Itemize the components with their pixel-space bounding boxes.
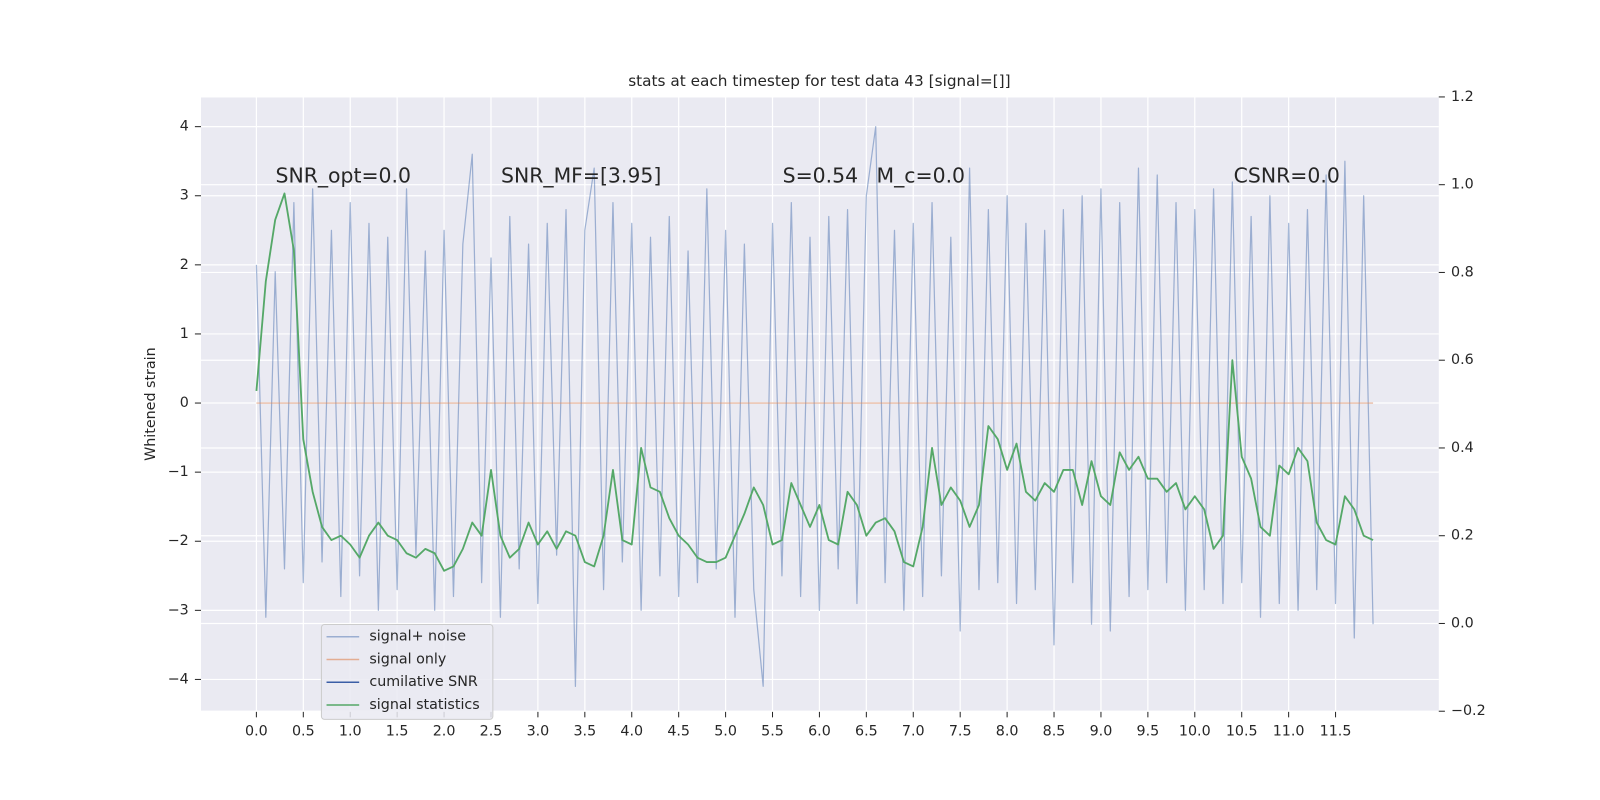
annotation: S=0.54 (783, 164, 858, 188)
legend-label: signal only (369, 651, 446, 667)
y-axis-label: Whitened strain (143, 347, 159, 461)
x-tick-label: 9.0 (1090, 724, 1113, 740)
x-tick-label: 7.5 (949, 724, 972, 740)
x-tick-label: 5.0 (714, 724, 737, 740)
x-tick-label: 7.0 (902, 724, 925, 740)
y-tick-label: 3 (180, 188, 189, 204)
y2-tick-label: −0.2 (1451, 703, 1486, 719)
legend-box (320, 623, 494, 720)
legend-label: cumilative SNR (369, 674, 477, 690)
y2-tick-label: 1.2 (1451, 89, 1474, 105)
legend-label: signal+ noise (369, 629, 466, 645)
chart-title: stats at each timestep for test data 43 … (628, 72, 1010, 90)
y-tick-label: −4 (168, 671, 189, 687)
y2-tick-label: 1.0 (1451, 177, 1474, 193)
series-line (255, 126, 1374, 687)
x-tick-label: 1.0 (339, 724, 362, 740)
series-line (255, 192, 1374, 572)
x-tick-label: 0.5 (292, 724, 315, 740)
x-tick-label: 2.0 (433, 724, 456, 740)
x-tick-label: 10.0 (1179, 724, 1211, 740)
annotation: SNR_MF=[3.95] (501, 164, 661, 189)
x-tick-label: 10.5 (1226, 724, 1258, 740)
y-tick-label: 4 (180, 119, 189, 135)
y2-tick-label: 0.8 (1451, 264, 1474, 280)
y2-tick-label: 0.0 (1451, 615, 1474, 631)
y-tick-label: −3 (168, 602, 189, 618)
x-tick-label: 9.5 (1137, 724, 1160, 740)
x-tick-label: 3.5 (573, 724, 596, 740)
annotation: CSNR=0.0 (1234, 164, 1340, 188)
x-tick-label: 6.5 (855, 724, 878, 740)
y-tick-label: −1 (168, 464, 189, 480)
x-tick-label: 3.0 (527, 724, 550, 740)
annotation: SNR_opt=0.0 (276, 164, 412, 189)
x-tick-label: 8.0 (996, 724, 1019, 740)
y-tick-label: 1 (180, 326, 189, 342)
y-tick-label: −2 (168, 533, 189, 549)
y-tick-label: 2 (180, 257, 189, 273)
y-tick-label: 0 (180, 395, 189, 411)
x-tick-label: 11.5 (1320, 724, 1352, 740)
x-tick-label: 4.5 (667, 724, 690, 740)
annotation: M_c=0.0 (877, 164, 966, 189)
x-tick-label: 6.0 (808, 724, 831, 740)
y2-tick-label: 0.6 (1451, 352, 1474, 368)
y2-tick-label: 0.2 (1451, 528, 1474, 544)
x-tick-label: 2.5 (480, 724, 503, 740)
x-tick-label: 4.0 (620, 724, 643, 740)
x-tick-label: 11.0 (1273, 724, 1305, 740)
legend-label: signal statistics (369, 697, 479, 713)
x-tick-label: 1.5 (386, 724, 409, 740)
x-tick-label: 8.5 (1043, 724, 1066, 740)
x-tick-label: 5.5 (761, 724, 784, 740)
x-tick-label: 0.0 (245, 724, 268, 740)
y2-tick-label: 0.4 (1451, 440, 1474, 456)
